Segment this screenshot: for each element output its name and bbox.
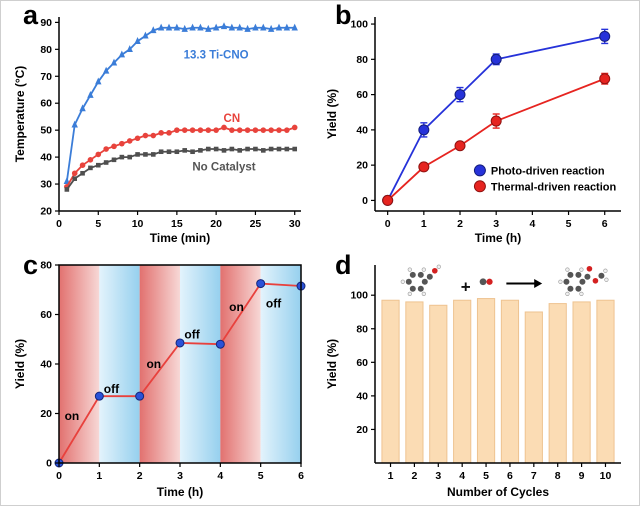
svg-text:30: 30 [40,179,52,191]
svg-text:1: 1 [96,470,102,482]
svg-text:5: 5 [483,470,489,482]
svg-text:Yield (%): Yield (%) [325,339,339,389]
svg-text:2: 2 [137,470,143,482]
svg-text:1: 1 [388,470,394,482]
svg-text:70: 70 [40,71,52,83]
svg-text:on: on [229,300,244,314]
svg-text:60: 60 [40,98,52,110]
svg-text:0: 0 [385,218,391,230]
svg-text:4: 4 [217,470,223,482]
svg-text:0: 0 [56,470,62,482]
svg-text:6: 6 [507,470,513,482]
svg-text:80: 80 [356,54,368,66]
svg-text:9: 9 [579,470,585,482]
svg-text:5: 5 [258,470,264,482]
svg-text:80: 80 [356,323,368,335]
svg-text:20: 20 [40,408,52,420]
svg-text:Yield (%): Yield (%) [325,89,339,139]
panel-yield-comparison: b 0 1 2 3 4 5 6 0 20 40 60 80 100 Time (h) Yield (%) Ph… [323,1,635,249]
svg-text:Photo-driven reaction: Photo-driven reaction [491,165,605,177]
svg-text:20: 20 [210,218,222,230]
svg-text:4: 4 [529,218,535,230]
svg-text:10: 10 [600,470,612,482]
svg-text:90: 90 [40,17,52,29]
svg-text:4: 4 [459,470,465,482]
svg-text:off: off [266,296,282,310]
panel-temperature-curves: a 0 5 10 15 20 25 30 20 30 40 50 60 70 80 90 Time (min)… [11,1,311,249]
svg-text:100: 100 [350,19,368,31]
svg-text:80: 80 [40,44,52,56]
panel-on-off-cycles: c 0 1 2 3 4 5 6 0 20 40 60 80 Time (h) Yield (%) on off… [11,250,311,503]
svg-text:Number of Cycles: Number of Cycles [447,485,549,499]
svg-text:Time (h): Time (h) [475,231,521,245]
svg-text:3: 3 [435,470,441,482]
svg-text:Time (min): Time (min) [150,231,210,245]
svg-text:13.3 Ti-CNO: 13.3 Ti-CNO [184,50,249,62]
svg-text:0: 0 [46,458,52,470]
panel-label-a: a [23,0,39,30]
svg-text:CN: CN [224,113,241,125]
svg-text:20: 20 [40,206,52,218]
temperature-vs-time-chart: 0 5 10 15 20 25 30 20 30 40 50 60 70 80 90 Time (min) Te… [13,17,301,245]
svg-text:20: 20 [356,424,368,436]
svg-text:60: 60 [356,89,368,101]
svg-text:25: 25 [250,218,262,230]
svg-text:40: 40 [356,124,368,136]
svg-text:80: 80 [40,260,52,272]
svg-text:40: 40 [356,390,368,402]
svg-text:10: 10 [132,218,144,230]
svg-text:8: 8 [555,470,561,482]
svg-text:+: + [461,277,471,296]
svg-text:6: 6 [298,470,304,482]
svg-text:0: 0 [56,218,62,230]
panel-label-b: b [335,0,352,30]
svg-text:No Catalyst: No Catalyst [192,162,255,174]
yield-vs-cycles-bar-chart: 1 2 3 4 5 6 7 8 9 10 20 40 60 80 100 Number of Cycles Yi… [325,264,621,499]
svg-text:Temperature (°C): Temperature (°C) [13,66,27,163]
svg-text:7: 7 [531,470,537,482]
svg-text:40: 40 [40,152,52,164]
svg-text:3: 3 [177,470,183,482]
svg-text:15: 15 [171,218,183,230]
svg-text:30: 30 [289,218,301,230]
svg-text:2: 2 [457,218,463,230]
panel-label-c: c [23,250,39,280]
svg-text:Thermal-driven reaction: Thermal-driven reaction [491,181,617,193]
svg-text:1: 1 [421,218,427,230]
svg-text:60: 60 [40,309,52,321]
svg-text:off: off [104,382,120,396]
svg-text:20: 20 [356,160,368,172]
svg-text:on: on [65,409,80,423]
svg-text:40: 40 [40,359,52,371]
panel-label-d: d [335,250,352,280]
svg-text:60: 60 [356,357,368,369]
svg-text:100: 100 [350,290,368,302]
svg-text:50: 50 [40,125,52,137]
svg-text:2: 2 [411,470,417,482]
svg-text:Time (h): Time (h) [157,485,203,499]
svg-text:6: 6 [602,218,608,230]
svg-text:3: 3 [493,218,499,230]
svg-text:Yield (%): Yield (%) [13,339,27,389]
svg-text:0: 0 [362,195,368,207]
svg-text:5: 5 [566,218,572,230]
panel-recycling-bars: d 1 2 3 4 5 6 7 8 9 10 20 40 60 80 100 Number of Cycles… [323,250,635,503]
svg-text:on: on [146,357,161,371]
svg-text:off: off [184,327,200,341]
svg-text:5: 5 [95,218,101,230]
